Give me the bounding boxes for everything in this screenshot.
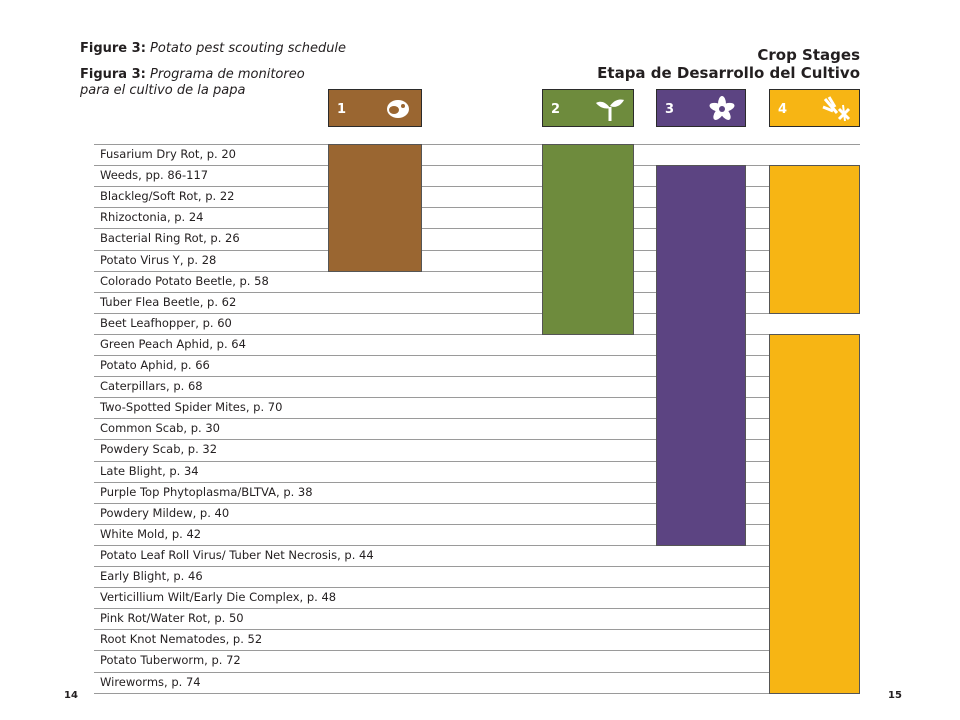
stage-number-3: 3	[665, 102, 675, 117]
pest-label: Blackleg/Soft Rot, p. 22	[100, 189, 235, 204]
pest-label: White Mold, p. 42	[100, 526, 202, 541]
row-divider	[94, 144, 860, 145]
pest-label: Potato Leaf Roll Virus/ Tuber Net Necros…	[100, 547, 374, 562]
pest-label: Potato Aphid, p. 66	[100, 358, 210, 372]
pest-label: Early Blight, p. 46	[100, 569, 203, 583]
pest-label: Powdery Scab, p. 32	[100, 442, 218, 457]
row-divider	[94, 270, 860, 272]
pest-label: Potato Virus Y, p. 28	[100, 252, 217, 267]
pest-label: Fusarium Dry Rot, p. 20	[100, 147, 237, 161]
row-divider	[94, 544, 860, 546]
pest-label: Verticillium Wilt/Early Die Complex, p. …	[100, 590, 337, 605]
pest-label: Powdery Mildew, p. 40	[100, 505, 230, 520]
pest-label: Colorado Potato Beetle, p. 58	[100, 273, 269, 288]
row-divider	[94, 165, 860, 167]
page-number-left: 14	[64, 690, 78, 701]
pest-label: Rhizoctonia, p. 24	[100, 210, 204, 225]
stage-header-3: 3	[656, 89, 746, 127]
row-divider	[94, 291, 860, 293]
pest-label: Bacterial Ring Rot, p. 26	[100, 231, 240, 246]
stage-number-2: 2	[551, 102, 561, 117]
pest-label: Root Knot Nematodes, p. 52	[100, 632, 263, 647]
row-divider	[94, 186, 860, 188]
pest-label: Wireworms, p. 74	[100, 674, 201, 689]
seed-tuber-icon	[381, 95, 415, 123]
page-number-right: 15	[888, 690, 902, 701]
figure-title-text-es-line2: para el cultivo de la papa	[80, 83, 246, 98]
row-divider	[94, 249, 860, 251]
figure-title-es: Figura 3: Programa de monitoreo	[80, 67, 305, 83]
row-divider	[94, 333, 860, 335]
row-divider	[94, 312, 860, 314]
stage-2-bar	[542, 144, 634, 335]
figure-prefix-en: Figure 3:	[80, 41, 146, 56]
stage-header-2: 2	[542, 89, 634, 127]
row-divider	[94, 376, 860, 378]
row-divider	[94, 523, 860, 525]
row-divider	[94, 207, 860, 209]
crop-stages-heading: Crop Stages	[757, 46, 860, 64]
stage-4-bar	[769, 333, 860, 694]
pest-label: Purple Top Phytoplasma/BLTVA, p. 38	[100, 484, 313, 499]
row-divider	[94, 566, 860, 567]
row-divider	[94, 460, 860, 462]
stage-number-1: 1	[337, 102, 347, 117]
pest-label: Two-Spotted Spider Mites, p. 70	[100, 400, 283, 415]
flower-icon	[705, 95, 739, 123]
row-divider	[94, 228, 860, 230]
stage-1-bar	[328, 144, 422, 272]
stage-3-bar	[656, 165, 746, 546]
pest-label: Caterpillars, p. 68	[100, 379, 203, 394]
figure-title-es-line2: para el cultivo de la papa	[80, 83, 245, 99]
pest-label: Common Scab, p. 30	[100, 421, 220, 436]
row-divider	[94, 481, 860, 483]
row-divider	[94, 608, 860, 610]
mature-plant-icon	[819, 95, 853, 123]
stage-4-bar	[769, 165, 860, 314]
row-divider	[94, 355, 860, 356]
pest-label: Pink Rot/Water Rot, p. 50	[100, 611, 244, 626]
pest-label: Weeds, pp. 86-117	[100, 168, 209, 183]
figure-title-text-en: Potato pest scouting schedule	[150, 41, 347, 56]
pest-label: Tuber Flea Beetle, p. 62	[100, 294, 237, 309]
row-divider	[94, 692, 860, 694]
figure-prefix-es: Figura 3:	[80, 67, 146, 82]
row-divider	[94, 502, 860, 504]
stage-header-4: 4	[769, 89, 860, 127]
crop-stages-heading-es: Etapa de Desarrollo del Cultivo	[597, 64, 860, 82]
row-divider	[94, 397, 860, 399]
stage-header-1: 1	[328, 89, 422, 127]
row-divider	[94, 629, 860, 631]
row-divider	[94, 418, 860, 420]
figure-title-text-es-line1: Programa de monitoreo	[150, 67, 305, 82]
pest-label: Green Peach Aphid, p. 64	[100, 336, 246, 351]
row-divider	[94, 439, 860, 441]
figure-title-en: Figure 3: Potato pest scouting schedule	[80, 41, 346, 57]
row-divider	[94, 587, 860, 589]
pest-label: Beet Leafhopper, p. 60	[100, 315, 232, 330]
row-divider	[94, 671, 860, 673]
pest-label: Late Blight, p. 34	[100, 463, 199, 478]
row-divider	[94, 650, 860, 652]
stage-number-4: 4	[778, 102, 788, 117]
sprout-icon	[593, 95, 627, 123]
pest-label: Potato Tuberworm, p. 72	[100, 653, 241, 668]
